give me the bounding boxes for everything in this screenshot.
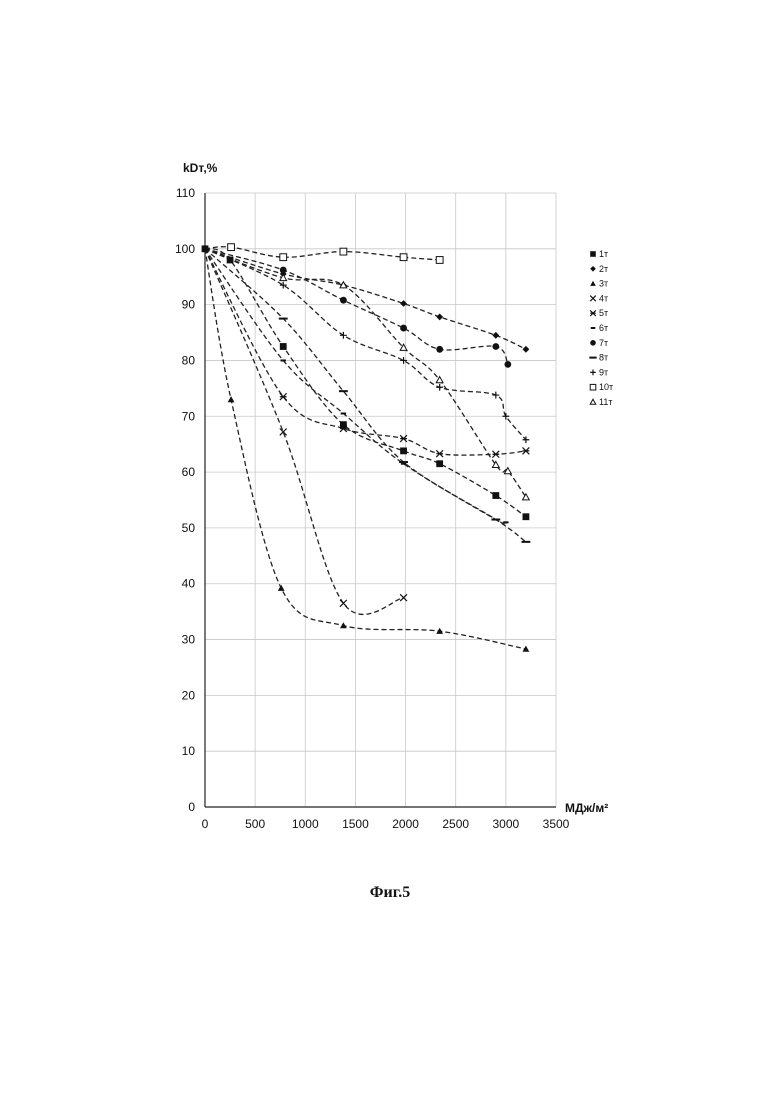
series-line-3т [205,249,526,649]
data-point [280,282,287,289]
legend-marker [590,296,596,302]
data-point [400,325,407,332]
data-point [492,332,499,339]
series-line-9т [205,249,526,440]
legend-marker [590,399,596,404]
grid [205,193,556,807]
y-tick-label: 60 [182,465,196,479]
data-point [523,346,530,353]
data-point [280,343,287,350]
data-point [436,628,443,634]
data-point [340,297,347,304]
data-point [400,254,407,261]
data-point [523,646,530,652]
data-point [436,346,443,353]
data-point [436,460,443,467]
legend-label: 5т [599,308,608,318]
data-point [504,361,511,368]
data-point [340,332,347,339]
series-line-11т [205,249,526,497]
legend-label: 9т [599,367,608,377]
y-tick-label: 70 [182,409,196,423]
axes: kDт,% МДж/м² 0 10 20 30 40 50 60 70 80 90 100 110 0 5… [175,161,608,831]
x-tick-label: 500 [245,817,265,831]
data-point [436,377,443,383]
series-line-4т [205,249,404,615]
data-point [227,257,234,264]
y-tick-label: 50 [182,521,196,535]
legend-label: 6т [599,323,608,333]
series-group [205,247,526,649]
legend-label: 4т [599,293,608,303]
legend-marker [590,384,596,390]
legend-label: 2т [599,264,608,274]
series-line-8т [205,249,526,542]
series-line-1т [205,249,526,517]
data-point [228,244,235,251]
legend-label: 1т [599,249,608,259]
legend-marker [590,281,596,286]
y-tick-label: 0 [188,800,195,814]
y-tick-label: 10 [182,744,196,758]
data-point [523,513,530,520]
data-point [436,450,443,457]
legend-marker [590,310,596,316]
data-point [400,447,407,454]
data-point [492,451,499,458]
legend-label: 8т [599,353,608,363]
y-tick-label: 30 [182,633,196,647]
data-point [340,622,347,628]
figure-caption: Фиг.5 [0,884,780,902]
data-point [228,396,235,402]
series-line-5т [205,249,526,455]
data-point [523,447,530,454]
data-point [340,421,347,428]
legend-marker [590,251,596,257]
data-point [492,343,499,350]
x-tick-label: 0 [202,817,209,831]
x-tick-label: 3000 [493,817,520,831]
legend-marker [590,266,596,272]
legend-marker [590,340,596,346]
data-point [278,585,285,591]
x-tick-label: 1500 [342,817,369,831]
data-point [202,245,209,252]
data-point [340,600,347,607]
x-tick-label: 3500 [543,817,570,831]
data-point [280,393,287,400]
y-tick-label: 80 [182,353,196,367]
y-axis-label: kDт,% [183,161,218,175]
y-tick-label: 110 [176,186,195,200]
y-tick-label: 20 [182,688,196,702]
x-tick-label: 2500 [442,817,469,831]
data-point [280,254,287,261]
legend: 1т 2т 3т 4т 5т 6т 7т 8т 9т 10т 11т [589,249,613,407]
series-line-2т [205,249,526,349]
legend-marker [590,370,596,376]
y-tick-label: 40 [182,577,196,591]
x-tick-label: 2000 [392,817,419,831]
data-point [436,384,443,391]
legend-label: 3т [599,279,608,289]
legend-label: 7т [599,338,608,348]
x-tick-label: 1000 [292,817,319,831]
data-point [340,248,347,255]
legend-label: 10т [599,382,613,392]
data-point [280,429,287,436]
legend-label: 11т [599,397,612,407]
data-point [492,392,499,399]
data-point [400,435,407,442]
y-tick-label: 100 [175,242,195,256]
y-tick-label: 90 [182,298,196,312]
x-axis-label: МДж/м² [565,801,608,815]
data-point [436,257,443,264]
data-point [436,314,443,321]
data-point [492,492,499,499]
data-point [280,267,287,274]
